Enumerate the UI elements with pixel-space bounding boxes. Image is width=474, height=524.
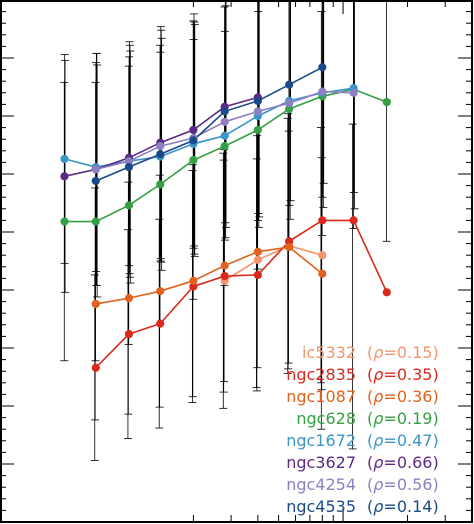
point-ngc1087 [285, 242, 294, 252]
series-line-ic5332 [224, 245, 323, 282]
legend-name-ngc1672: ngc1672 [286, 431, 356, 450]
series-line-ngc1672 [64, 87, 354, 168]
point-ngc4254 [318, 87, 327, 96]
point-ngc3627 [189, 125, 198, 135]
point-ngc4535 [124, 162, 134, 172]
point-ngc1087 [124, 294, 134, 303]
point-ngc628 [189, 155, 198, 165]
point-ngc1087 [253, 247, 262, 256]
point-ngc4254 [220, 117, 229, 126]
point-ngc628 [156, 180, 165, 189]
series-line-ngc4535 [95, 66, 323, 182]
point-ngc628 [91, 217, 100, 226]
point-ngc628 [60, 217, 69, 226]
point-ngc1087 [220, 261, 229, 270]
point-ngc1087 [189, 276, 198, 285]
legend-name-ic5332: ic5332 [302, 343, 356, 362]
legend-rho-ngc3627: (ρ=0.66) [367, 453, 439, 472]
point-ngc4254 [91, 165, 100, 174]
point-ngc4254 [253, 107, 262, 116]
point-ngc628 [220, 142, 229, 151]
legend-rho-ic5332: (ρ=0.15) [367, 343, 439, 362]
point-ngc2835 [382, 288, 391, 297]
point-ngc2835 [156, 319, 165, 328]
legend-name-ngc1087: ngc1087 [286, 387, 356, 406]
series-points [60, 63, 391, 372]
point-ngc4535 [318, 63, 327, 72]
legend: ic5332 (ρ=0.15) ngc2835 (ρ=0.35) ngc1087 (ρ=0… [286, 343, 439, 516]
point-ngc2835 [253, 270, 262, 280]
point-ngc2835 [349, 216, 358, 225]
legend-rho-ngc2835: (ρ=0.35) [367, 365, 439, 384]
point-ngc4535 [91, 176, 100, 186]
legend-name-ngc4254: ngc4254 [286, 475, 356, 494]
point-ngc1087 [318, 269, 327, 278]
point-ngc4535 [253, 96, 262, 106]
point-ngc2835 [220, 271, 229, 281]
point-ngc1087 [91, 299, 100, 309]
point-ngc4254 [349, 88, 358, 97]
point-ngc4535 [189, 136, 198, 145]
point-ngc4535 [156, 150, 165, 159]
point-ngc2835 [91, 363, 100, 372]
point-ngc2835 [318, 216, 327, 225]
point-ngc4254 [156, 142, 165, 151]
series-line-ngc1087 [95, 246, 323, 305]
point-ngc2835 [124, 329, 134, 339]
legend-name-ngc3627: ngc3627 [286, 453, 356, 472]
point-ngc4535 [220, 107, 229, 116]
legend-name-ngc4535: ngc4535 [286, 497, 356, 516]
point-ngc628 [124, 201, 134, 210]
point-ngc3627 [60, 172, 69, 181]
legend-rho-ngc1672: (ρ=0.47) [367, 431, 439, 450]
legend-rho-ngc628: (ρ=0.19) [367, 409, 439, 428]
point-ngc1672 [220, 131, 229, 140]
legend-name-ngc2835: ngc2835 [286, 365, 356, 384]
legend-rho-ngc4254: (ρ=0.56) [367, 475, 439, 494]
legend-rho-ngc1087: (ρ=0.36) [367, 387, 439, 406]
legend-rho-ngc4535: (ρ=0.14) [367, 497, 439, 516]
point-ngc1672 [60, 154, 69, 164]
series-line-ngc2835 [95, 219, 388, 369]
point-ic5332 [253, 255, 262, 264]
point-ngc1087 [156, 287, 165, 296]
legend-name-ngc628: ngc628 [296, 409, 356, 428]
point-ngc4254 [285, 99, 294, 108]
point-ic5332 [318, 251, 327, 260]
point-ngc628 [253, 125, 262, 135]
point-ngc4535 [285, 80, 294, 89]
point-ngc628 [382, 97, 391, 107]
